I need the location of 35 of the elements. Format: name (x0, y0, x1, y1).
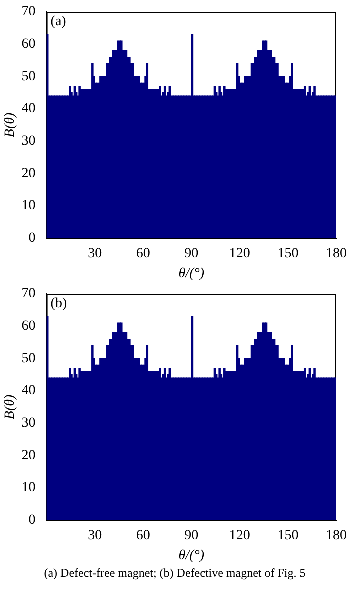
x-tick-label: 180 (326, 528, 347, 544)
annotation: (a) (50, 14, 67, 30)
y-tick-label: 10 (22, 198, 36, 214)
text: (a) Defect-free magnet; (b) Defective magnet of Fig. 5 (43, 566, 307, 581)
y-tick-label: 60 (22, 37, 36, 52)
y-axis-title: B(θ) (3, 112, 18, 138)
x-tick-label: 90 (184, 246, 199, 262)
y-tick-label: 20 (22, 448, 36, 464)
annotation: (b) (50, 296, 68, 312)
y-tick-label: 30 (22, 416, 36, 432)
x-tick-label: 30 (88, 528, 102, 544)
y-tick-label: 50 (22, 69, 36, 84)
y-tick-label: 40 (22, 102, 36, 117)
x-tick-label: 180 (326, 246, 347, 262)
y-tick-label: 70 (22, 286, 36, 302)
x-tick-label: 150 (278, 246, 299, 262)
y-tick-label: 60 (22, 319, 36, 334)
x-tick-label: 30 (88, 246, 102, 262)
x-axis-title: θ/(°) (178, 548, 205, 564)
x-tick-label: 90 (184, 528, 199, 544)
x-tick-label: 120 (229, 528, 250, 544)
y-tick-label: 40 (22, 384, 36, 399)
x-tick-label: 60 (136, 246, 150, 262)
y-tick-label: 20 (22, 166, 36, 182)
y-tick-label: 10 (22, 480, 36, 496)
x-axis-title: θ/(°) (178, 266, 205, 282)
y-tick-label: 70 (22, 4, 36, 20)
x-tick-label: 60 (136, 528, 150, 544)
y-tick-label: 0 (28, 231, 36, 246)
y-tick-label: 0 (28, 513, 36, 528)
y-axis-title: B(θ) (3, 394, 18, 420)
x-tick-label: 120 (229, 246, 250, 262)
y-tick-label: 30 (22, 134, 36, 150)
x-tick-label: 150 (278, 528, 299, 544)
y-tick-label: 50 (22, 351, 36, 366)
